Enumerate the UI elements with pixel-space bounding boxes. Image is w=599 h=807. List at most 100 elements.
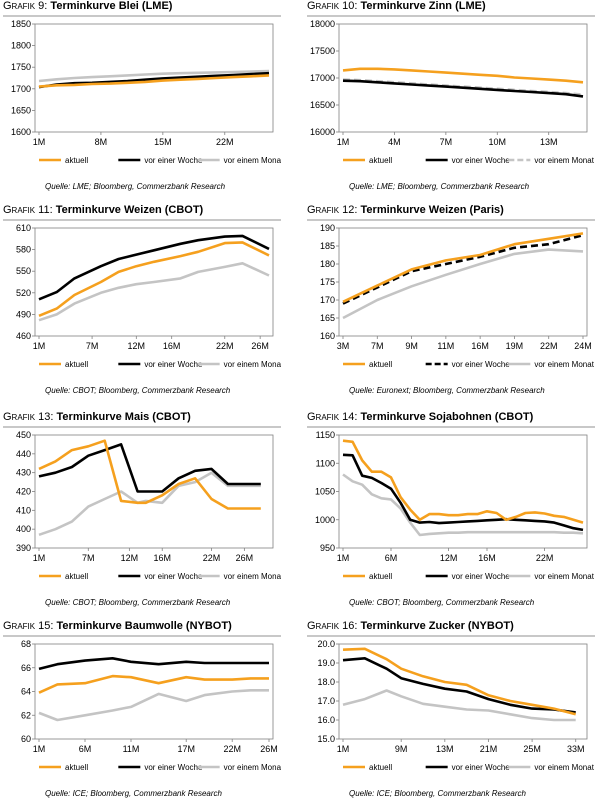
y-tick-label: 1150 — [316, 430, 335, 440]
x-tick-label: 26M — [236, 553, 254, 563]
chart-source: Quelle: CBOT; Bloomberg, Commerzbank Res… — [349, 598, 535, 607]
y-tick-label: 610 — [16, 223, 31, 233]
y-tick-label: 15.0 — [317, 734, 335, 744]
y-tick-label: 520 — [16, 288, 31, 298]
chart-source: Quelle: ICE; Bloomberg, Commerzbank Rese… — [349, 789, 526, 798]
chart-label: Grafik — [3, 204, 36, 216]
series-line-monat — [38, 471, 261, 537]
y-tick-label: 1850 — [11, 19, 31, 29]
series-line-woche — [38, 234, 270, 301]
chart-svg: 390 400 410 420 430 440 450 1M 7M 12M 16M 22M 26M akt… — [16, 430, 281, 581]
chart-title-text: Terminkurve Blei (LME) — [50, 0, 173, 12]
y-tick-label: 450 — [16, 430, 31, 440]
x-tick-label: 8M — [95, 137, 108, 147]
x-tick-label: 26M — [251, 341, 269, 351]
x-tick-label: 15M — [154, 137, 172, 147]
series-line-monat — [342, 689, 576, 722]
chart-svg: 16000 16500 17000 17500 18000 1M 4M 7M 10M 13M akt… — [310, 19, 595, 165]
chart-title-text: Terminkurve Baumwolle (NYBOT) — [56, 620, 232, 632]
chart-number: 9: — [35, 0, 51, 12]
y-tick-label: 950 — [320, 543, 335, 553]
y-tick-label: 19.0 — [317, 658, 335, 668]
chart-panel-sojabohnen: Grafik 14: Terminkurve Sojabohnen (CBOT)… — [307, 411, 599, 616]
y-tick-label: 16500 — [310, 100, 335, 110]
x-tick-label: 6M — [79, 744, 92, 754]
x-tick-label: 33M — [567, 744, 585, 754]
series-line-monat — [342, 473, 584, 537]
legend-label-aktuell: aktuell — [369, 156, 392, 165]
plot-area — [34, 227, 274, 337]
series-line-aktuell — [38, 674, 269, 694]
chart-source: Quelle: Euronext; Bloomberg, Commerzbank… — [349, 386, 545, 395]
series-line-aktuell — [342, 232, 584, 303]
x-tick-label: 25M — [523, 744, 541, 754]
series-line-monat — [38, 69, 270, 83]
chart-number: 16: — [339, 620, 361, 632]
plot-area — [34, 23, 274, 133]
legend-label-aktuell: aktuell — [65, 156, 88, 165]
x-tick-label: 22M — [203, 553, 221, 563]
y-tick-label: 16.0 — [317, 715, 335, 725]
legend-label-aktuell: aktuell — [369, 360, 392, 369]
series-line-aktuell — [38, 439, 261, 510]
plot-area — [338, 227, 588, 337]
x-tick-label: 7M — [371, 341, 384, 351]
series-line-monat — [342, 248, 584, 320]
y-tick-label: 60 — [21, 734, 31, 744]
title-rule — [307, 219, 595, 221]
chart-title: Grafik 15: Terminkurve Baumwolle (NYBOT) — [3, 620, 232, 632]
x-tick-label: 12M — [440, 553, 458, 563]
legend-label-monat: vor einem Monat — [224, 572, 281, 581]
x-tick-label: 12M — [128, 341, 146, 351]
chart-label: Grafik — [3, 620, 36, 632]
chart-title-text: Terminkurve Zinn (LME) — [360, 0, 486, 12]
legend-label-monat: vor einem Monat — [534, 156, 594, 165]
x-tick-label: 22M — [216, 137, 234, 147]
chart-panel-weizen-cbot: Grafik 11: Terminkurve Weizen (CBOT) 460 4… — [3, 204, 285, 404]
legend-label-woche: vor einer Woche — [144, 572, 203, 581]
y-tick-label: 17500 — [310, 46, 335, 56]
chart-panel-mais: Grafik 13: Terminkurve Mais (CBOT) 390 400… — [3, 411, 285, 616]
series-line-monat — [38, 688, 269, 722]
y-tick-label: 420 — [16, 487, 31, 497]
x-tick-label: 1M — [33, 553, 46, 563]
x-tick-label: 13M — [436, 744, 454, 754]
chart-label: Grafik — [3, 0, 36, 12]
title-rule — [3, 426, 281, 428]
chart-svg: 950 1000 1050 1100 1150 1M 6M 12M 16M 22M aktuell v… — [315, 430, 595, 581]
chart-panel-baumwolle: Grafik 15: Terminkurve Baumwolle (NYBOT)… — [3, 620, 285, 807]
series-line-woche — [342, 656, 576, 714]
chart-number: 12: — [339, 204, 361, 216]
y-tick-label: 1700 — [11, 84, 31, 94]
x-tick-label: 19M — [506, 341, 524, 351]
y-tick-label: 1050 — [315, 487, 335, 497]
legend-label-aktuell: aktuell — [369, 572, 392, 581]
y-tick-label: 490 — [16, 309, 31, 319]
x-tick-label: 4M — [388, 137, 401, 147]
chart-title: Grafik 9: Terminkurve Blei (LME) — [3, 0, 172, 12]
y-tick-label: 1600 — [11, 127, 31, 137]
chart-title: Grafik 12: Terminkurve Weizen (Paris) — [307, 204, 504, 216]
legend-label-woche: vor einer Woche — [452, 156, 511, 165]
y-tick-label: 18.0 — [317, 677, 335, 687]
legend-label-woche: vor einer Woche — [452, 360, 511, 369]
x-tick-label: 17M — [177, 744, 195, 754]
y-tick-label: 64 — [21, 687, 31, 697]
chart-number: 11: — [35, 204, 56, 216]
series-line-aktuell — [342, 439, 584, 524]
x-tick-label: 22M — [536, 553, 554, 563]
plot-area — [338, 23, 588, 133]
x-tick-label: 9M — [405, 341, 418, 351]
chart-source: Quelle: CBOT; Bloomberg, Commerzbank Res… — [45, 386, 231, 395]
y-tick-label: 180 — [320, 259, 335, 269]
x-tick-label: 1M — [33, 744, 46, 754]
x-tick-label: 26M — [260, 744, 278, 754]
y-tick-label: 1750 — [11, 62, 31, 72]
legend-label-woche: vor einer Woche — [144, 763, 203, 772]
chart-label: Grafik — [307, 411, 340, 423]
chart-svg: 160 165 170 175 180 185 190 3M 7M 9M 11M 16M 19M 22M 2… — [320, 223, 595, 369]
chart-title: Grafik 14: Terminkurve Sojabohnen (CBOT) — [307, 411, 533, 423]
series-line-woche — [342, 233, 584, 305]
y-tick-label: 17.0 — [317, 696, 335, 706]
y-tick-label: 175 — [320, 277, 335, 287]
